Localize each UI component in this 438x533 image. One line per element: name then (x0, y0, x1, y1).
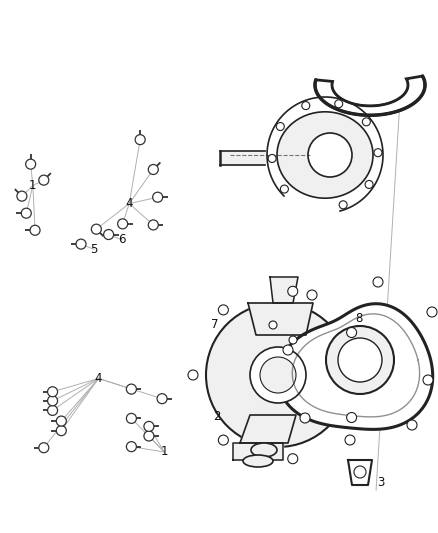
Circle shape (206, 303, 350, 447)
Circle shape (39, 443, 49, 453)
Text: 4: 4 (95, 372, 102, 385)
Circle shape (92, 224, 101, 234)
Ellipse shape (277, 112, 373, 198)
Circle shape (373, 277, 383, 287)
Polygon shape (248, 303, 313, 335)
Circle shape (365, 181, 373, 189)
Circle shape (339, 201, 347, 209)
Polygon shape (240, 415, 296, 443)
Circle shape (362, 118, 371, 126)
Circle shape (118, 219, 127, 229)
Circle shape (57, 416, 66, 426)
Circle shape (26, 159, 35, 169)
Circle shape (283, 345, 293, 355)
Circle shape (326, 326, 394, 394)
Text: 1: 1 (160, 446, 168, 458)
Circle shape (302, 102, 310, 110)
Circle shape (288, 454, 298, 464)
Text: 5: 5 (91, 243, 98, 256)
Polygon shape (220, 151, 265, 165)
Circle shape (269, 321, 277, 329)
Text: 4: 4 (125, 197, 133, 210)
Circle shape (346, 327, 357, 337)
Circle shape (135, 135, 145, 144)
Circle shape (289, 336, 297, 344)
Circle shape (157, 394, 167, 403)
Circle shape (21, 208, 31, 218)
Circle shape (346, 413, 357, 423)
Text: 2: 2 (213, 410, 221, 423)
Circle shape (17, 191, 27, 201)
Circle shape (407, 420, 417, 430)
Circle shape (104, 230, 113, 239)
Circle shape (48, 406, 57, 415)
Circle shape (144, 431, 154, 441)
Circle shape (308, 133, 352, 177)
Polygon shape (315, 76, 425, 115)
Circle shape (219, 305, 228, 315)
Circle shape (338, 338, 382, 382)
Text: 6: 6 (118, 233, 126, 246)
Circle shape (76, 239, 86, 249)
Circle shape (307, 290, 317, 300)
Circle shape (345, 435, 355, 445)
Circle shape (250, 347, 306, 403)
Circle shape (148, 165, 158, 174)
Circle shape (335, 100, 343, 108)
Circle shape (127, 384, 136, 394)
Polygon shape (348, 460, 372, 485)
Circle shape (423, 375, 433, 385)
Ellipse shape (243, 455, 273, 467)
Circle shape (374, 149, 382, 157)
Circle shape (148, 220, 158, 230)
Circle shape (30, 225, 40, 235)
Text: 8: 8 (356, 312, 363, 325)
Text: 1: 1 (29, 179, 37, 192)
Circle shape (57, 426, 66, 435)
Circle shape (127, 442, 136, 451)
Circle shape (280, 185, 288, 193)
Circle shape (127, 414, 136, 423)
Circle shape (48, 396, 57, 406)
Polygon shape (270, 277, 298, 303)
Text: 7: 7 (211, 318, 219, 330)
Circle shape (288, 286, 298, 296)
Ellipse shape (251, 443, 277, 457)
Text: 3: 3 (378, 476, 385, 489)
Circle shape (39, 175, 49, 185)
Circle shape (153, 192, 162, 202)
Circle shape (427, 307, 437, 317)
Circle shape (188, 370, 198, 380)
Circle shape (268, 155, 276, 163)
Circle shape (144, 422, 154, 431)
Circle shape (354, 466, 366, 478)
Polygon shape (277, 304, 433, 430)
Circle shape (219, 435, 228, 445)
Circle shape (300, 413, 310, 423)
Circle shape (48, 387, 57, 397)
Circle shape (260, 357, 296, 393)
Polygon shape (233, 443, 283, 460)
Circle shape (276, 123, 284, 131)
